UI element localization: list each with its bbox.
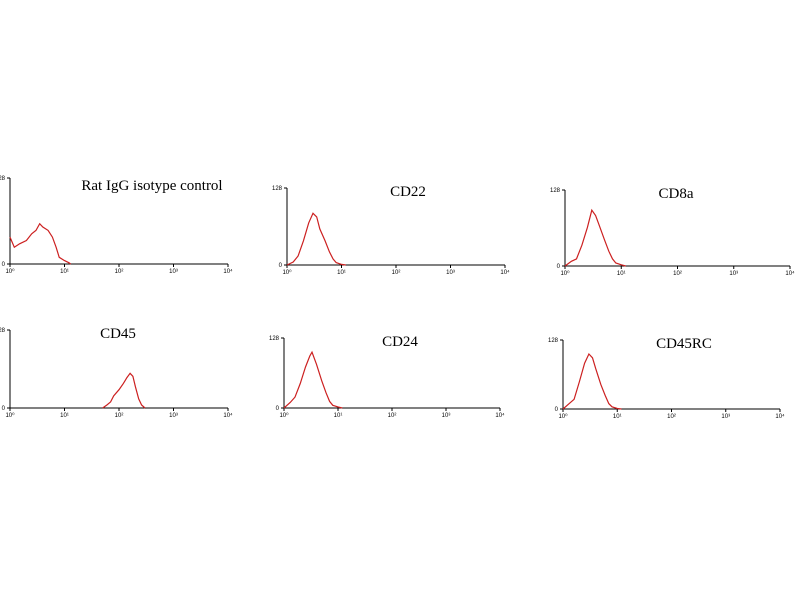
- x-tick-label: 10³: [446, 270, 455, 276]
- x-tick-label: 10⁴: [223, 268, 233, 275]
- x-tick-label: 10¹: [617, 271, 626, 277]
- histogram-line: [286, 212, 346, 266]
- x-tick-label: 10³: [442, 413, 451, 419]
- chart-title: CD45RC: [656, 336, 712, 352]
- x-tick-label: 10⁰: [558, 413, 568, 420]
- x-tick-label: 10⁰: [5, 268, 15, 275]
- x-tick-label: 10³: [729, 271, 738, 277]
- x-tick-label: 10⁴: [775, 413, 785, 420]
- x-tick-label: 10¹: [60, 269, 69, 275]
- x-tick-label: 10²: [388, 413, 397, 419]
- y-tick-label: 0: [276, 406, 280, 412]
- x-tick-label: 10⁴: [785, 270, 795, 277]
- histogram-line: [9, 222, 72, 265]
- x-tick-label: 10⁰: [282, 269, 292, 276]
- histogram-line: [102, 372, 146, 409]
- chart-title: CD8a: [659, 186, 694, 202]
- y-tick-label: 0: [2, 406, 6, 412]
- x-tick-label: 10²: [115, 413, 124, 419]
- x-tick-label: 10⁴: [495, 412, 505, 419]
- x-tick-label: 10¹: [337, 270, 346, 276]
- y-tick-label: 128: [550, 188, 561, 194]
- y-tick-label: 128: [0, 176, 6, 182]
- x-tick-label: 10³: [169, 269, 178, 275]
- y-tick-label: 128: [0, 328, 6, 334]
- x-tick-label: 10³: [169, 413, 178, 419]
- x-tick-label: 10¹: [334, 413, 343, 419]
- x-tick-label: 10⁰: [560, 270, 570, 277]
- chart-title: Rat IgG isotype control: [81, 178, 222, 194]
- y-tick-label: 0: [555, 407, 559, 413]
- histogram-line: [562, 352, 622, 410]
- chart-title: CD45: [100, 326, 136, 342]
- y-tick-label: 128: [269, 336, 280, 342]
- x-tick-label: 10⁴: [223, 412, 233, 419]
- y-tick-label: 0: [557, 264, 561, 270]
- x-tick-label: 10²: [673, 271, 682, 277]
- x-tick-label: 10¹: [613, 414, 622, 420]
- histogram-line: [283, 350, 343, 409]
- x-tick-label: 10⁴: [500, 269, 510, 276]
- chart-title: CD22: [390, 184, 426, 200]
- x-tick-label: 10²: [115, 269, 124, 275]
- x-tick-label: 10³: [721, 414, 730, 420]
- histogram-line: [564, 208, 626, 267]
- x-tick-label: 10²: [392, 270, 401, 276]
- x-tick-label: 10⁰: [5, 412, 15, 419]
- x-tick-label: 10¹: [60, 413, 69, 419]
- y-tick-label: 0: [2, 262, 6, 268]
- x-tick-label: 10²: [667, 414, 676, 420]
- y-tick-label: 128: [548, 338, 559, 344]
- y-tick-label: 0: [279, 263, 283, 269]
- chart-title: CD24: [382, 334, 418, 350]
- x-tick-label: 10⁰: [279, 412, 289, 419]
- y-tick-label: 128: [272, 186, 283, 192]
